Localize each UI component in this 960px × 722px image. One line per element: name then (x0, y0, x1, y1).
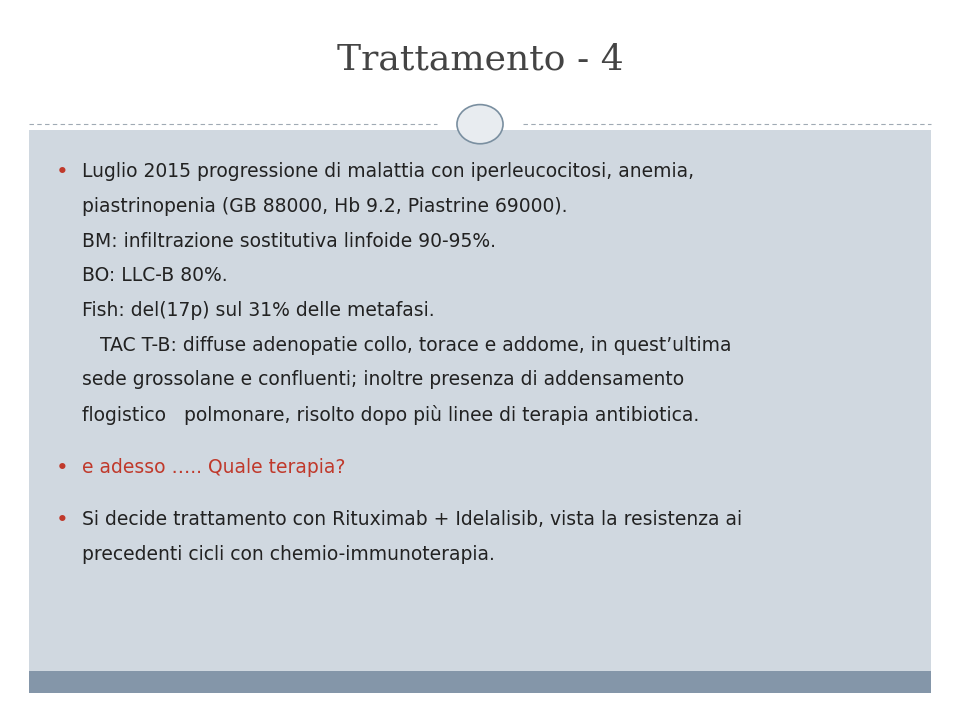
Text: BO: LLC-B 80%.: BO: LLC-B 80%. (82, 266, 228, 285)
Text: flogistico   polmonare, risolto dopo più linee di terapia antibiotica.: flogistico polmonare, risolto dopo più l… (82, 405, 699, 425)
Text: piastrinopenia (GB 88000, Hb 9.2, Piastrine 69000).: piastrinopenia (GB 88000, Hb 9.2, Piastr… (82, 197, 567, 216)
Text: sede grossolane e confluenti; inoltre presenza di addensamento: sede grossolane e confluenti; inoltre pr… (82, 370, 684, 389)
FancyBboxPatch shape (29, 671, 931, 693)
Ellipse shape (457, 105, 503, 144)
Text: •: • (56, 510, 68, 531)
Text: Trattamento - 4: Trattamento - 4 (337, 42, 623, 77)
FancyBboxPatch shape (29, 130, 931, 693)
Text: Fish: del(17p) sul 31% delle metafasi.: Fish: del(17p) sul 31% delle metafasi. (82, 301, 434, 320)
Text: e adesso ….. Quale terapia?: e adesso ….. Quale terapia? (82, 458, 345, 477)
Text: TAC T-B: diffuse adenopatie collo, torace e addome, in quest’ultima: TAC T-B: diffuse adenopatie collo, torac… (82, 336, 732, 355)
Text: •: • (56, 458, 68, 478)
Text: Luglio 2015 progressione di malattia con iperleucocitosi, anemia,: Luglio 2015 progressione di malattia con… (82, 162, 694, 181)
Text: BM: infiltrazione sostitutiva linfoide 90-95%.: BM: infiltrazione sostitutiva linfoide 9… (82, 232, 495, 251)
Text: precedenti cicli con chemio-immunoterapia.: precedenti cicli con chemio-immunoterapi… (82, 545, 494, 564)
Text: Si decide trattamento con Rituximab + Idelalisib, vista la resistenza ai: Si decide trattamento con Rituximab + Id… (82, 510, 742, 529)
Text: •: • (56, 162, 68, 183)
